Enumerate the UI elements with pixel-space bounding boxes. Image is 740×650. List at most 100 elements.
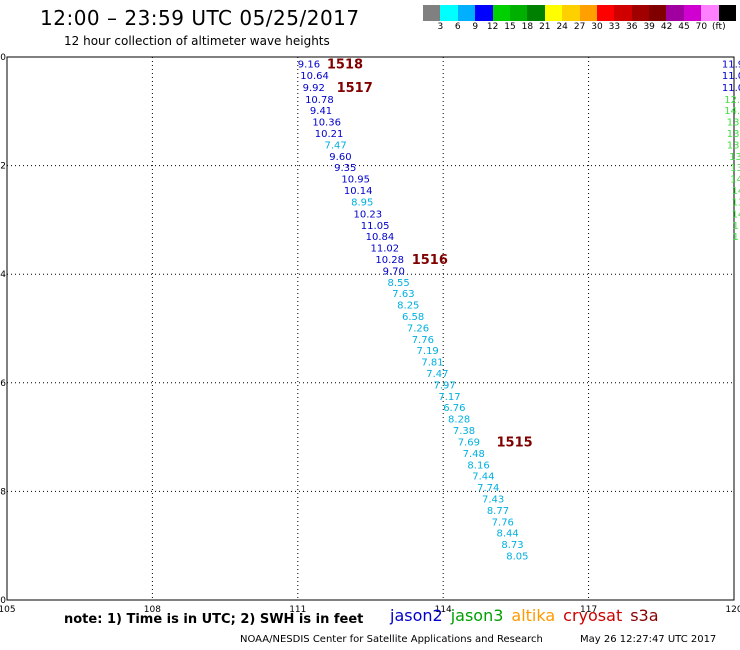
wave-height-label: 10.14 [344, 186, 373, 197]
legend-entry-cryosat: cryosat [563, 606, 623, 625]
color-scale-tick: 9 [472, 22, 479, 32]
wave-height-label: 8.95 [351, 197, 373, 208]
pass-time-label: 1516 [412, 253, 448, 268]
map-frame [6, 56, 735, 601]
lat-tick-label: -54 [0, 270, 6, 280]
lat-tick-label: -58 [0, 487, 6, 497]
wave-height-label: 14 [732, 209, 740, 220]
wave-height-label: 13 [730, 163, 740, 174]
wave-height-label: 7.26 [407, 323, 429, 334]
color-swatch [527, 5, 545, 21]
wave-height-label: 7.47 [324, 140, 346, 151]
color-scale-tick: 24 [556, 22, 568, 32]
color-swatch [718, 5, 737, 21]
color-scale-tick: 3 [437, 22, 444, 32]
color-swatch [457, 5, 476, 21]
wave-height-label: 13.5 [727, 129, 740, 140]
color-swatch [649, 5, 667, 21]
wave-height-label: 7.63 [392, 289, 414, 300]
wave-height-label: 14 [730, 175, 740, 186]
units-note: note: 1) Time is in UTC; 2) SWH is in fe… [64, 612, 364, 627]
axis-labels: -50-52-54-56-58-60105108111114117120 [0, 53, 740, 615]
map-title: 12:00 – 23:59 UTC 05/25/2017 [40, 6, 360, 30]
color-scale-tick: 39 [643, 22, 655, 32]
satellite-tracks: 9.1610.649.9210.789.4110.3610.217.479.60… [298, 60, 740, 563]
wave-height-label: 11.95 [722, 60, 740, 71]
color-swatch [509, 5, 528, 21]
color-swatch [683, 5, 702, 21]
wave-height-label: 7.47 [426, 369, 448, 380]
wave-height-label: 7.76 [492, 517, 514, 528]
color-scale-tick: 36 [626, 22, 638, 32]
wave-height-label: 13 [732, 197, 740, 208]
wave-height-label: 14.2 [724, 106, 740, 117]
color-scale-tick: 70 [695, 22, 708, 32]
color-swatch [440, 5, 458, 21]
lat-tick-label: -50 [0, 53, 6, 63]
legend-entry-s3a: s3a [630, 606, 659, 625]
color-swatch [701, 5, 719, 21]
color-scale-tick: 33 [608, 22, 621, 32]
wave-height-label: 6.76 [443, 403, 465, 414]
color-scale-tick: 15 [504, 22, 516, 32]
wave-height-label: 10.21 [315, 129, 344, 140]
map-subtitle: 12 hour collection of altimeter wave hei… [64, 34, 330, 48]
color-swatch [631, 5, 650, 21]
wave-height-label: 1 [733, 221, 739, 232]
wave-height-label: 8.77 [487, 506, 509, 517]
wave-height-label: 9.70 [383, 266, 405, 277]
pass-time-label: 1515 [497, 435, 533, 450]
color-swatch [423, 5, 441, 21]
satellite-legend: jason2 jason3 altika cryosat s3a [390, 606, 667, 625]
wave-height-label: 13. [729, 152, 740, 163]
wave-height-label: 7.97 [434, 380, 456, 391]
wave-height-label: 8.05 [506, 551, 528, 562]
lon-tick-label: 108 [144, 605, 161, 615]
wave-height-label: 13.5 [727, 118, 740, 129]
wave-height-label: 12.3 [724, 95, 740, 106]
color-swatch [544, 5, 563, 21]
wave-height-label: 11.07 [722, 71, 740, 82]
color-swatch [562, 5, 580, 21]
lat-tick-label: -60 [0, 596, 6, 606]
wave-height-label: 7.44 [472, 472, 494, 483]
wave-height-label: 7.76 [412, 335, 434, 346]
wave-height-label: 7.43 [482, 494, 504, 505]
wave-height-label: 9.41 [310, 106, 332, 117]
wave-height-label: 10.84 [366, 232, 395, 243]
wave-height-label: 6.58 [402, 312, 424, 323]
wave-height-label: 7.48 [463, 449, 485, 460]
wave-height-label: 1 [733, 232, 739, 243]
wave-height-label: 10.95 [341, 175, 370, 186]
wave-height-label: 8.16 [467, 460, 489, 471]
color-swatch [492, 5, 510, 21]
pass-time-labels: 1518 1517 1516 1515 [327, 58, 533, 451]
color-scale-tick: 42 [660, 22, 673, 32]
color-scale-tick: (ft) [712, 22, 726, 32]
footer-credit: NOAA/NESDIS Center for Satellite Applica… [240, 634, 543, 645]
color-swatch [614, 5, 632, 21]
legend-entry-jason2: jason2 [390, 606, 443, 625]
wave-height-label: 10.28 [375, 255, 404, 266]
color-scale-tick: 45 [678, 22, 690, 32]
wave-height-label: 7.19 [417, 346, 439, 357]
wave-height-label: 8.25 [397, 301, 419, 312]
color-scale-tick: 21 [539, 22, 551, 32]
wave-height-label: 11.02 [371, 244, 400, 255]
color-swatch [596, 5, 615, 21]
color-scale-tick: 30 [591, 22, 603, 32]
wave-height-label: 9.35 [334, 163, 356, 174]
lon-tick-label: 120 [725, 605, 740, 615]
wave-height-label: 9.92 [303, 83, 325, 94]
lon-tick-label: 114 [435, 605, 452, 615]
color-scale-tick: 12 [486, 22, 499, 32]
color-scale-tick: 27 [573, 22, 586, 32]
wave-height-label: 13.3 [727, 140, 740, 151]
lat-tick-label: -52 [0, 162, 6, 172]
color-swatch [666, 5, 684, 21]
wave-height-label: 10.36 [312, 118, 341, 129]
footer: NOAA/NESDIS Center for Satellite Applica… [240, 634, 716, 645]
wave-height-label: 10.78 [305, 95, 334, 106]
color-scale [423, 5, 737, 21]
